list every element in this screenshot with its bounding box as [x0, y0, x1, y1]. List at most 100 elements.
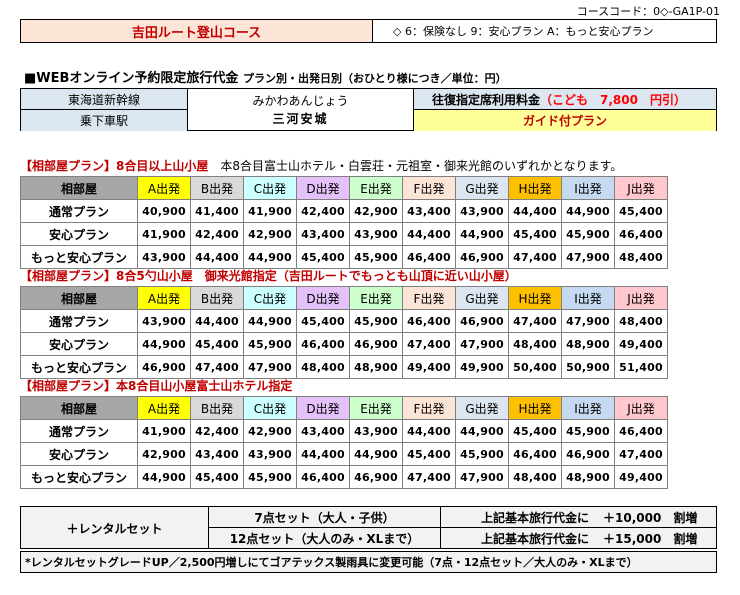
price-cell: 48,400: [296, 355, 350, 379]
price-cell: 42,900: [243, 419, 297, 443]
price-cell: 40,900: [137, 199, 191, 223]
price-cell: 42,400: [190, 222, 244, 246]
table-row: 通常プラン 40,900 41,400 41,900 42,400 42,900 43,40…: [20, 199, 668, 223]
price-cell: 43,900: [455, 199, 509, 223]
price-cell: 49,400: [614, 332, 668, 356]
price-cell: 46,400: [296, 332, 350, 356]
section-title-text: 【相部屋プラン】本8合目山小屋富士山ホテル指定: [20, 379, 293, 393]
price-cell: 45,400: [190, 332, 244, 356]
fare-info: 往復指定席利用料金 （こども 7,800 円引）: [414, 89, 716, 110]
plan-name: もっと安心プラン: [20, 465, 138, 489]
price-cell: 43,900: [137, 309, 191, 333]
column-header-departure: B出発: [190, 176, 244, 200]
price-cell: 50,400: [508, 355, 562, 379]
price-cell: 44,400: [402, 222, 456, 246]
column-header-departure: A出発: [137, 286, 191, 310]
price-cell: 46,900: [455, 245, 509, 269]
price-cell: 43,400: [190, 442, 244, 466]
column-header-departure: G出発: [455, 286, 509, 310]
plan-name: もっと安心プラン: [20, 245, 138, 269]
price-cell: 47,900: [561, 309, 615, 333]
price-cell: 45,400: [296, 245, 350, 269]
column-header-departure: J出発: [614, 286, 668, 310]
price-cell: 46,900: [137, 355, 191, 379]
column-header-departure: C出発: [243, 176, 297, 200]
table-row: もっと安心プラン 46,900 47,400 47,900 48,400 48,900 49…: [20, 355, 668, 379]
price-cell: 46,400: [614, 419, 668, 443]
table-row: もっと安心プラン 43,900 44,400 44,900 45,400 45,900 46…: [20, 245, 668, 269]
column-header-departure: A出発: [137, 396, 191, 420]
column-header-departure: J出発: [614, 396, 668, 420]
price-cell: 46,400: [402, 245, 456, 269]
price-table: 相部屋 A出発 B出発 C出発 D出発 E出発 F出発 G出発 H出発 I出発 J出発 通常プラン 41…: [20, 396, 668, 489]
column-header-departure: E出発: [349, 176, 403, 200]
price-cell: 44,900: [561, 199, 615, 223]
column-header-departure: H出発: [508, 396, 562, 420]
price-cell: 44,900: [243, 245, 297, 269]
price-heading: ■WEBオンライン予約限定旅行代金 プラン別・出発日別（おひとり様につき／単位：…: [24, 67, 507, 86]
course-header: 吉田ルート登山コース ◇ 6：保険なし 9：安心プラン A：もっと安心プラン: [20, 19, 717, 43]
price-cell: 49,400: [402, 355, 456, 379]
column-header-departure: F出発: [402, 286, 456, 310]
price-cell: 45,900: [243, 465, 297, 489]
table-row: もっと安心プラン 44,900 45,400 45,900 46,400 46,900 47…: [20, 465, 668, 489]
column-header-departure: C出発: [243, 286, 297, 310]
course-code: コースコード：0◇-GA1P-01: [576, 5, 720, 18]
price-table: 相部屋 A出発 B出発 C出発 D出発 E出発 F出発 G出発 H出発 I出発 J出発 通常プラン 43…: [20, 286, 668, 379]
price-cell: 48,900: [561, 465, 615, 489]
column-header-departure: F出発: [402, 176, 456, 200]
price-cell: 46,400: [402, 309, 456, 333]
price-cell: 44,400: [402, 419, 456, 443]
column-header-departure: B出発: [190, 286, 244, 310]
column-header-departure: E出発: [349, 396, 403, 420]
price-cell: 47,400: [614, 442, 668, 466]
rental-price-value: ＋10,000 割増: [603, 510, 698, 525]
price-cell: 49,900: [455, 355, 509, 379]
price-cell: 46,400: [614, 222, 668, 246]
price-cell: 48,400: [614, 309, 668, 333]
column-header-departure: G出発: [455, 396, 509, 420]
price-table: 相部屋 A出発 B出発 C出発 D出発 E出発 F出発 G出発 H出発 I出発 J出発 通常プラン 40…: [20, 176, 668, 269]
price-cell: 45,900: [455, 442, 509, 466]
departure-info: 東海道新幹線 みかわあんじょう 往復指定席利用料金 （こども 7,800 円引） …: [20, 88, 717, 131]
section-title-text: 【相部屋プラン】8合5勺山小屋 御来光館指定（吉田ルートでもっとも山頂に近い山小…: [20, 269, 517, 283]
column-header-departure: B出発: [190, 396, 244, 420]
column-header-departure: G出発: [455, 176, 509, 200]
table-header-row: 相部屋 A出発 B出発 C出発 D出発 E出発 F出発 G出発 H出発 I出発 J出発: [20, 176, 668, 200]
price-cell: 41,900: [137, 222, 191, 246]
price-cell: 44,900: [455, 222, 509, 246]
price-cell: 44,400: [508, 199, 562, 223]
price-cell: 48,400: [508, 465, 562, 489]
price-cell: 47,900: [561, 245, 615, 269]
price-cell: 45,400: [190, 465, 244, 489]
rental-title: ＋レンタルセット: [21, 507, 209, 549]
price-heading-sub: プラン別・出発日別（おひとり様につき／単位：円）: [242, 72, 507, 85]
rental-price-value: ＋15,000 割増: [603, 532, 698, 546]
column-header-room: 相部屋: [20, 396, 138, 420]
section-note: 本8合目富士山ホテル・白雲荘・元祖室・御来光館のいずれかとなります。: [208, 159, 623, 173]
plan-name: もっと安心プラン: [20, 355, 138, 379]
plan-name: 安心プラン: [20, 222, 138, 246]
price-cell: 46,900: [349, 465, 403, 489]
price-cell: 42,400: [296, 199, 350, 223]
section-title: 【相部屋プラン】8合目以上山小屋 本8合目富士山ホテル・白雲荘・元祖室・御来光館…: [20, 157, 622, 174]
column-header-departure: E出発: [349, 286, 403, 310]
train-line: 東海道新幹線: [21, 89, 188, 110]
price-cell: 42,900: [243, 222, 297, 246]
guide-plan: ガイド付プラン: [414, 110, 716, 131]
price-cell: 43,400: [402, 199, 456, 223]
course-title: 吉田ルート登山コース: [21, 20, 373, 42]
price-cell: 45,400: [508, 222, 562, 246]
price-cell: 44,400: [190, 245, 244, 269]
price-cell: 45,400: [296, 309, 350, 333]
price-cell: 43,900: [349, 222, 403, 246]
table-header-row: 相部屋 A出発 B出発 C出発 D出発 E出発 F出発 G出発 H出発 I出発 J出発: [20, 396, 668, 420]
price-cell: 43,900: [137, 245, 191, 269]
price-cell: 51,400: [614, 355, 668, 379]
price-cell: 41,900: [243, 199, 297, 223]
price-cell: 47,400: [402, 465, 456, 489]
price-cell: 44,400: [190, 309, 244, 333]
price-cell: 45,900: [561, 419, 615, 443]
plan-name: 安心プラン: [20, 332, 138, 356]
station-reading: みかわあんじょう: [188, 89, 414, 110]
